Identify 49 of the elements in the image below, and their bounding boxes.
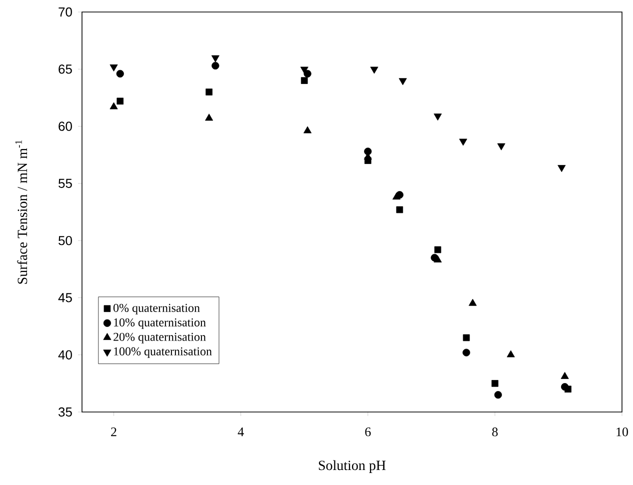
y-axis-title: Surface Tension / mN m$^{-1}$ [15, 140, 28, 284]
point [561, 383, 569, 391]
point [110, 102, 118, 110]
legend-label: 20% quaternisation [114, 332, 206, 344]
point [459, 138, 468, 146]
point [300, 77, 308, 84]
point [211, 55, 220, 62]
point [434, 255, 442, 262]
x-tick-label: 2 [111, 428, 116, 436]
y-tick-label: 35 [58, 407, 72, 417]
y-tick-label: 60 [58, 122, 72, 131]
point [304, 126, 312, 134]
x-tick-label: 4 [238, 428, 244, 436]
legend-label: 0% quaternisation [113, 304, 200, 314]
point [468, 298, 477, 306]
point [212, 62, 220, 70]
point [558, 165, 566, 172]
point [492, 380, 498, 387]
point [304, 70, 312, 78]
point [116, 70, 124, 78]
point [205, 114, 214, 121]
y-tick-label: 40 [58, 350, 72, 360]
point [116, 98, 124, 105]
point [497, 143, 506, 150]
x-tick-label: 6 [365, 428, 371, 436]
point [434, 246, 442, 254]
point [206, 88, 212, 96]
point [396, 206, 404, 214]
point [370, 66, 378, 74]
x-axis-title: Solution pH [318, 460, 386, 473]
y-tick-label: 50 [58, 236, 72, 246]
y-tick-label: 55 [58, 178, 72, 188]
point [392, 192, 400, 200]
point [434, 114, 442, 121]
point [398, 78, 407, 86]
y-tick-label: 70 [58, 7, 72, 17]
y-tick-label: 65 [58, 64, 72, 74]
legend-label: 10% quaternisation [114, 318, 206, 329]
y-tick-label: 45 [58, 293, 72, 302]
point [300, 66, 308, 74]
point [462, 334, 470, 342]
x-tick-label: 8 [492, 428, 498, 436]
point [462, 348, 470, 356]
point [506, 350, 515, 358]
legend-label: 100% quaternisation [114, 347, 212, 358]
point [494, 391, 502, 399]
point [110, 64, 118, 72]
point [560, 372, 569, 379]
x-tick-label: 10 [616, 428, 628, 436]
